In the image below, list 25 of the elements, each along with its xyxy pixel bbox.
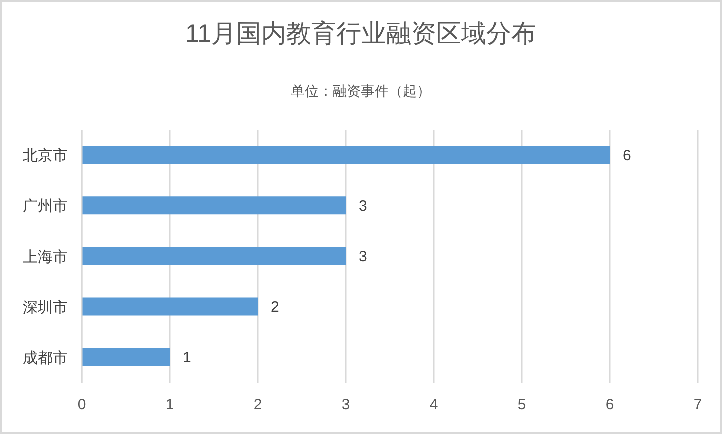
bar: [82, 247, 346, 266]
y-tick-label: 广州市: [23, 198, 68, 216]
x-tick-label: 7: [694, 396, 702, 414]
x-tick-label: 0: [78, 396, 86, 414]
x-tick-label: 4: [430, 396, 438, 414]
y-tick-label: 深圳市: [23, 299, 68, 316]
bar: [82, 348, 170, 366]
y-tick-label: 成都市: [23, 350, 68, 368]
data-label: 2: [271, 299, 280, 316]
y-tick-label: 上海市: [23, 248, 68, 266]
bar: [82, 298, 258, 316]
data-label: 1: [183, 350, 192, 367]
data-label: 3: [359, 248, 368, 266]
bar: [82, 146, 610, 164]
x-tick-label: 3: [342, 396, 350, 414]
y-tick-label: 北京市: [23, 148, 68, 165]
x-tick-label: 5: [518, 396, 526, 414]
x-tick-label: 2: [254, 396, 262, 414]
chart-subtitle: 单位：融资事件（起）: [290, 82, 432, 101]
chart-title: 11月国内教育行业融资区域分布: [184, 19, 538, 50]
data-label: 6: [623, 147, 632, 164]
x-tick-label: 1: [166, 396, 174, 414]
data-label: 3: [359, 198, 368, 215]
bar: [82, 196, 346, 215]
x-tick-label: 6: [606, 396, 614, 414]
